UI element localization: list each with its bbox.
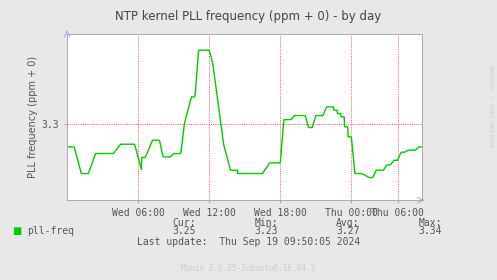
Text: Avg:: Avg: — [336, 218, 360, 228]
Text: Last update:  Thu Sep 19 09:50:05 2024: Last update: Thu Sep 19 09:50:05 2024 — [137, 237, 360, 247]
Text: 3.23: 3.23 — [254, 226, 278, 236]
Text: 3.34: 3.34 — [418, 226, 442, 236]
Text: Cur:: Cur: — [172, 218, 196, 228]
Text: Min:: Min: — [254, 218, 278, 228]
Text: pll-freq: pll-freq — [27, 226, 75, 236]
Text: Max:: Max: — [418, 218, 442, 228]
Text: RRDTOOL / TOBI OETIKER: RRDTOOL / TOBI OETIKER — [488, 65, 493, 148]
Text: ■: ■ — [12, 226, 22, 236]
Text: NTP kernel PLL frequency (ppm + 0) - by day: NTP kernel PLL frequency (ppm + 0) - by … — [115, 10, 382, 23]
Text: 3.27: 3.27 — [336, 226, 360, 236]
Text: 3.25: 3.25 — [172, 226, 196, 236]
Text: Munin 2.0.25-2ubuntu0.16.04.3: Munin 2.0.25-2ubuntu0.16.04.3 — [181, 264, 316, 273]
Y-axis label: PLL frequency (ppm + 0): PLL frequency (ppm + 0) — [28, 56, 38, 178]
